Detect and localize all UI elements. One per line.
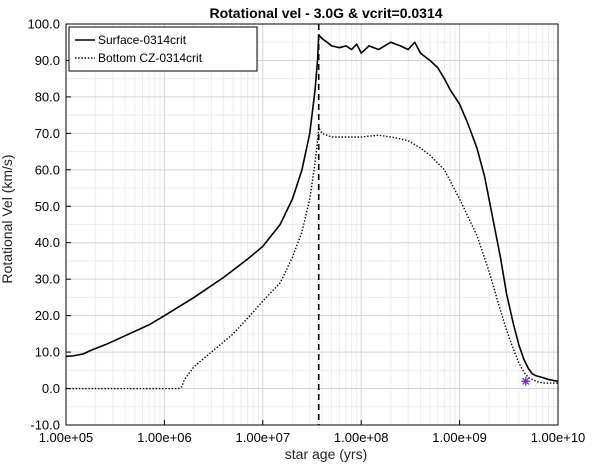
y-tick-label: 70.0 bbox=[35, 126, 60, 141]
series-line-bottom-cz bbox=[66, 127, 558, 390]
legend-box bbox=[68, 26, 258, 72]
plot-frame bbox=[65, 23, 559, 426]
y-tick-label: 10.0 bbox=[35, 345, 60, 360]
y-tick-label: 90.0 bbox=[35, 53, 60, 68]
y-tick-label: 40.0 bbox=[35, 235, 60, 250]
x-tick-label: 1.00e+09 bbox=[432, 430, 487, 445]
legend-label: Bottom CZ-0314crit bbox=[98, 51, 203, 65]
y-tick-label: 20.0 bbox=[35, 308, 60, 323]
point-marker bbox=[521, 376, 531, 386]
x-axis-title: star age (yrs) bbox=[285, 446, 367, 462]
y-tick-label: -10.0 bbox=[30, 418, 60, 433]
y-tick-label: 60.0 bbox=[35, 162, 60, 177]
y-tick-label: 100.0 bbox=[27, 17, 60, 32]
x-tick-label: 1.00e+06 bbox=[137, 430, 192, 445]
y-tick-label: 30.0 bbox=[35, 272, 60, 287]
asterisk-marker bbox=[521, 376, 531, 386]
y-tick-label: 0.0 bbox=[42, 381, 60, 396]
x-tick-label: 1.00e+05 bbox=[39, 430, 94, 445]
chart-title: Rotational vel - 3.0G & vcrit=0.0314 bbox=[209, 5, 442, 21]
series-line-surface bbox=[65, 34, 559, 383]
grid bbox=[65, 23, 559, 426]
x-tick-label: 1.00e+10 bbox=[531, 430, 586, 445]
legend-label: Surface-0314crit bbox=[98, 33, 187, 47]
x-tick-label: 1.00e+08 bbox=[334, 430, 389, 445]
y-tick-label: 50.0 bbox=[35, 199, 60, 214]
axis-ticks: 1.00e+05 1.00e+06 1.00e+07 1.00e+08 1.00e+09… bbox=[27, 17, 585, 446]
legend: Surface-0314crit Bottom CZ-0314crit bbox=[68, 26, 258, 72]
x-tick-label: 1.00e+07 bbox=[236, 430, 291, 445]
series-layer bbox=[65, 34, 559, 390]
y-tick-label: 80.0 bbox=[35, 89, 60, 104]
y-axis-title: Rotational Vel (km/s) bbox=[0, 154, 15, 283]
